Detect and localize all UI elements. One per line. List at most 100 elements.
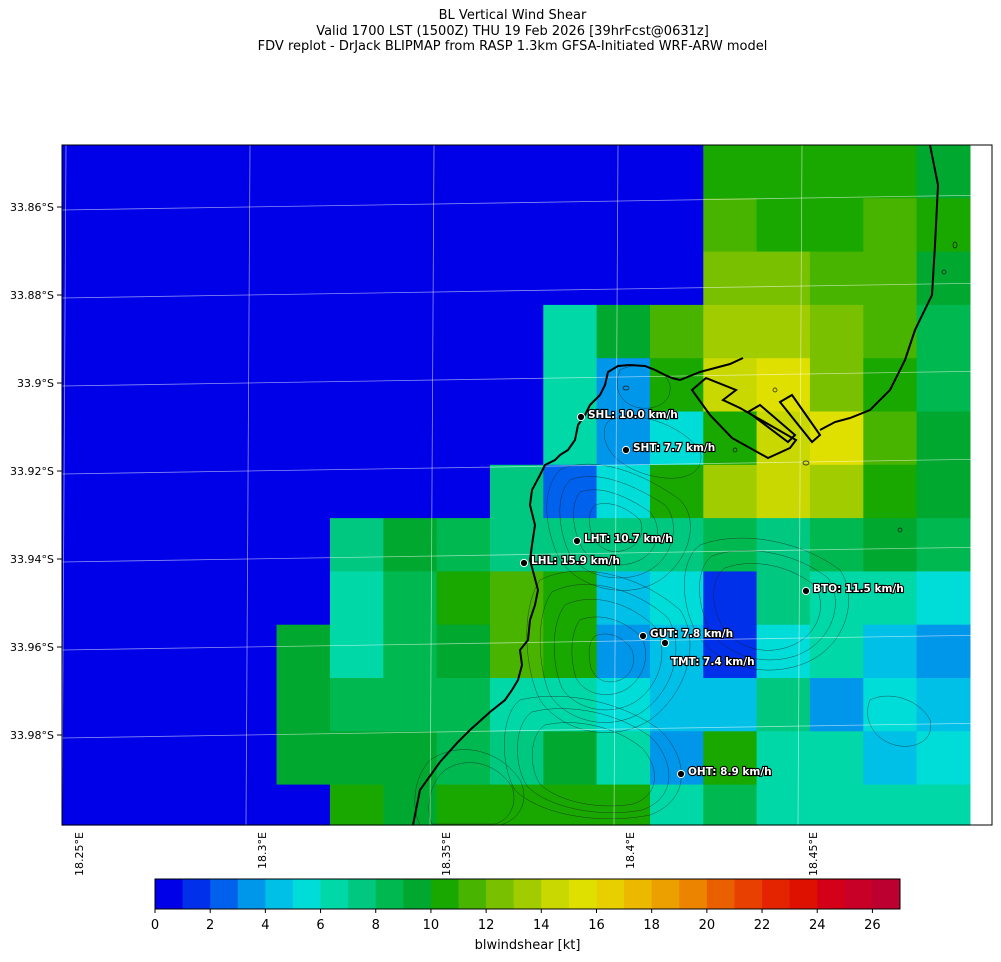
lat-tick-label: 33.96°S (10, 641, 54, 654)
coastal-islets (622, 241, 958, 533)
title-line-2: Valid 1700 LST (1500Z) THU 19 Feb 2026 [… (316, 23, 709, 39)
shear-cell (756, 358, 811, 413)
shear-cell (490, 411, 544, 466)
shear-cell (116, 145, 171, 199)
station-label: SHL: 10.0 km/h (588, 409, 678, 421)
shear-cell (63, 145, 118, 199)
shear-cell (809, 145, 864, 199)
shear-cell (596, 678, 651, 732)
shear-cell (596, 731, 651, 786)
shear-cell (916, 304, 971, 359)
shear-cell (809, 464, 864, 519)
colorbar-segment (513, 879, 542, 909)
shear-cell (276, 518, 331, 572)
colorbar-segment (596, 879, 625, 909)
shear-cell (703, 198, 758, 253)
shear-cell (276, 678, 331, 732)
shear-cell (170, 731, 224, 786)
shear-cell (596, 304, 651, 359)
station-label: BTO: 11.5 km/h (813, 583, 904, 595)
shear-cell (223, 784, 278, 826)
shear-cell (276, 304, 331, 359)
station-label: LHL: 15.9 km/h (531, 555, 620, 567)
shear-cell (383, 411, 438, 466)
shear-cell (276, 731, 331, 786)
shear-cell (170, 678, 224, 732)
shear-cell (62, 411, 64, 466)
shear-cell (490, 731, 544, 786)
colorbar-segment (624, 879, 653, 909)
shear-cell (490, 251, 544, 306)
colorbar-segment (541, 879, 570, 909)
shear-cell (490, 358, 544, 413)
shear-cell (863, 678, 918, 732)
shear-cell (330, 251, 384, 306)
shear-cell (490, 304, 544, 359)
lon-tick-label: 18.3°E (256, 832, 269, 869)
shear-cell (809, 571, 864, 626)
shear-cell (650, 624, 704, 679)
station-dot (519, 558, 529, 568)
station-dot (660, 638, 670, 648)
shear-cell (330, 145, 384, 199)
station-dot (676, 769, 686, 779)
shear-cell (596, 464, 651, 519)
shear-cell (116, 731, 171, 786)
shear-cell (703, 304, 758, 359)
colorbar-tick-label: 26 (864, 918, 881, 933)
shear-cell (330, 784, 384, 826)
shear-cell (863, 731, 918, 786)
shear-cell (703, 784, 758, 826)
shear-cell (863, 784, 918, 826)
colorbar-title: blwindshear [kt] (475, 938, 581, 953)
shear-cell (650, 731, 704, 786)
shear-cell (223, 571, 278, 626)
shear-cell (650, 571, 704, 626)
shear-cell (916, 678, 971, 732)
title-line-1: BL Vertical Wind Shear (438, 8, 587, 23)
station-label: SHT: 7.7 km/h (633, 442, 715, 454)
shear-cell (543, 304, 598, 359)
colorbar-segment (817, 879, 846, 909)
shear-cell (62, 304, 64, 359)
lat-tick-label: 33.92°S (10, 465, 54, 478)
shear-cell (276, 251, 331, 306)
shear-cell (756, 784, 811, 826)
shear-cell (276, 145, 331, 199)
shear-cell (916, 358, 971, 413)
shear-cell (63, 731, 118, 786)
shear-cell (543, 198, 598, 253)
shear-cell (383, 624, 438, 679)
shear-cell (650, 304, 704, 359)
shear-cell (276, 358, 331, 413)
shear-cell (383, 518, 438, 572)
lon-tick-label: 18.45°E (807, 832, 820, 876)
colorbar-segment (789, 879, 818, 909)
shear-cell (756, 624, 811, 679)
lon-tick-label: 18.35°E (440, 832, 453, 876)
colorbar-segment (375, 879, 404, 909)
shear-cell (596, 784, 651, 826)
shear-cell (170, 304, 224, 359)
shear-cell (383, 571, 438, 626)
shear-cell (916, 411, 971, 466)
shear-cell (223, 304, 278, 359)
shear-cell (703, 145, 758, 199)
lon-tick-label: 18.4°E (624, 832, 637, 869)
colorbar-segment (679, 879, 708, 909)
shear-cell (62, 198, 64, 253)
shear-cell (863, 411, 918, 466)
shear-cell (703, 678, 758, 732)
shear-cell (703, 518, 758, 572)
map-title: BL Vertical Wind Shear Valid 1700 LST (1… (0, 8, 1001, 55)
shear-cell (863, 145, 918, 199)
shear-cell (650, 678, 704, 732)
lon-tick-label: 18.25°E (73, 832, 86, 876)
shear-cell (436, 571, 491, 626)
shear-cell (383, 304, 438, 359)
shear-cell (650, 784, 704, 826)
shear-cell (436, 358, 491, 413)
shear-cell (436, 411, 491, 466)
shear-cell (63, 198, 118, 253)
station-label: GUT: 7.8 km/h (650, 628, 733, 640)
